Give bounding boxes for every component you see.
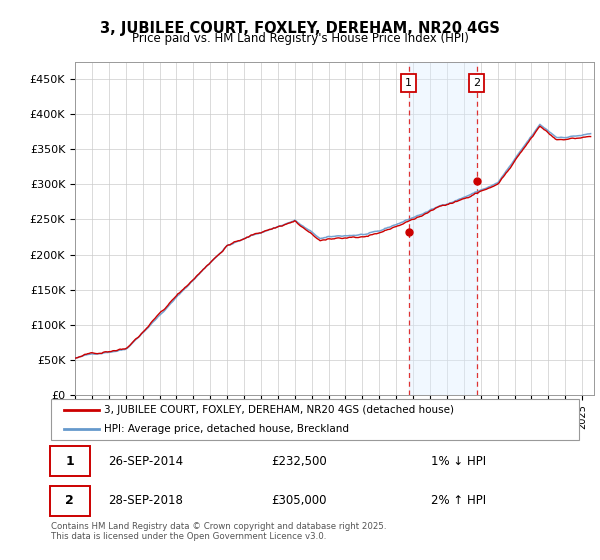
Text: Contains HM Land Registry data © Crown copyright and database right 2025.
This d: Contains HM Land Registry data © Crown c…: [51, 522, 386, 542]
Text: 28-SEP-2018: 28-SEP-2018: [109, 494, 184, 507]
Text: HPI: Average price, detached house, Breckland: HPI: Average price, detached house, Brec…: [104, 424, 349, 433]
FancyBboxPatch shape: [50, 486, 89, 516]
Text: 2: 2: [473, 78, 480, 88]
FancyBboxPatch shape: [51, 399, 579, 440]
Text: 3, JUBILEE COURT, FOXLEY, DEREHAM, NR20 4GS (detached house): 3, JUBILEE COURT, FOXLEY, DEREHAM, NR20 …: [104, 405, 454, 415]
Text: 2: 2: [65, 494, 74, 507]
Text: 2% ↑ HPI: 2% ↑ HPI: [431, 494, 486, 507]
Bar: [409, 62, 476, 395]
Text: 1: 1: [405, 78, 412, 88]
Text: 1% ↓ HPI: 1% ↓ HPI: [431, 455, 486, 468]
FancyBboxPatch shape: [50, 446, 89, 476]
Text: £305,000: £305,000: [271, 494, 327, 507]
Text: £232,500: £232,500: [271, 455, 327, 468]
Text: Price paid vs. HM Land Registry's House Price Index (HPI): Price paid vs. HM Land Registry's House …: [131, 32, 469, 45]
Text: 1: 1: [65, 455, 74, 468]
Text: 26-SEP-2014: 26-SEP-2014: [109, 455, 184, 468]
Text: 3, JUBILEE COURT, FOXLEY, DEREHAM, NR20 4GS: 3, JUBILEE COURT, FOXLEY, DEREHAM, NR20 …: [100, 21, 500, 36]
